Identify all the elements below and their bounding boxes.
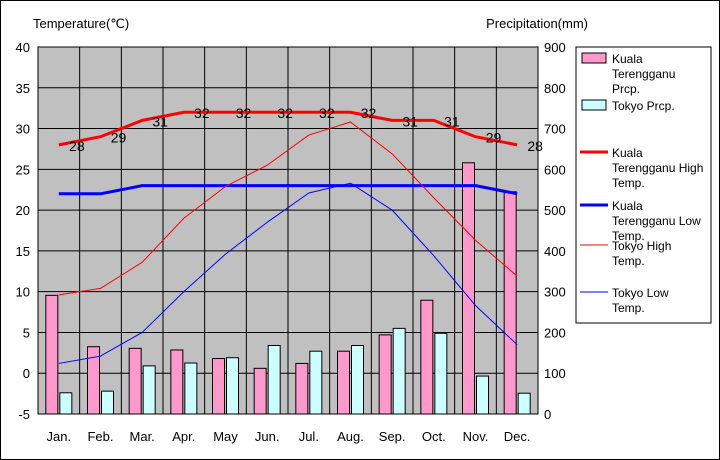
bar bbox=[101, 390, 114, 415]
bar bbox=[226, 357, 239, 415]
legend-label: Kuala bbox=[612, 146, 643, 160]
legend-swatch bbox=[581, 52, 607, 64]
legend-box bbox=[575, 46, 712, 324]
bar bbox=[462, 162, 475, 415]
legend-label: Tokyo Low bbox=[612, 286, 669, 300]
legend-label: Temp. bbox=[612, 176, 645, 190]
bar bbox=[476, 375, 489, 415]
data-label: 31 bbox=[152, 113, 168, 129]
category-label: Sep. bbox=[379, 429, 406, 444]
legend-label: Terengganu bbox=[612, 67, 675, 81]
data-label: 28 bbox=[527, 138, 543, 154]
left-tick-label: 35 bbox=[16, 81, 30, 96]
bar bbox=[184, 362, 198, 415]
data-label: 29 bbox=[111, 130, 127, 146]
left-tick-label: 0 bbox=[23, 366, 30, 381]
data-label: 28 bbox=[69, 138, 85, 154]
legend-swatch bbox=[581, 99, 607, 111]
legend-label: Temp. bbox=[612, 229, 645, 243]
category-label: Apr. bbox=[172, 429, 195, 444]
bar bbox=[351, 344, 364, 415]
bar bbox=[378, 334, 392, 415]
category-label: Feb. bbox=[87, 429, 113, 444]
category-label: Mar. bbox=[130, 429, 155, 444]
legend-label: Prcp. bbox=[612, 82, 640, 96]
bar bbox=[309, 350, 323, 415]
right-tick-label: 900 bbox=[544, 40, 566, 55]
category-label: Nov. bbox=[463, 429, 489, 444]
left-tick-label: -5 bbox=[18, 407, 30, 422]
category-label: Jan. bbox=[47, 429, 72, 444]
bar bbox=[434, 332, 448, 415]
left-tick-label: 5 bbox=[23, 325, 30, 340]
bar bbox=[253, 367, 267, 415]
data-label: 32 bbox=[194, 105, 210, 121]
right-tick-label: 200 bbox=[544, 325, 566, 340]
bar bbox=[420, 299, 434, 415]
bar bbox=[295, 362, 309, 415]
series-line bbox=[58, 110, 518, 147]
left-axis-title: Temperature(℃) bbox=[33, 16, 129, 31]
bar bbox=[392, 327, 406, 415]
category-label: Jun. bbox=[255, 429, 280, 444]
legend-label: Terengganu Low bbox=[612, 214, 701, 228]
left-tick-label: 20 bbox=[16, 203, 30, 218]
legend-label: Tokyo High bbox=[612, 239, 671, 253]
data-label: 31 bbox=[444, 113, 460, 129]
bar bbox=[142, 365, 156, 415]
category-label: Oct. bbox=[422, 429, 446, 444]
series-line bbox=[58, 121, 518, 296]
right-tick-label: 500 bbox=[544, 203, 566, 218]
bar bbox=[128, 347, 142, 415]
data-label: 31 bbox=[402, 113, 418, 129]
legend-label: Temp. bbox=[612, 254, 645, 268]
data-label: 29 bbox=[486, 130, 502, 146]
legend-label: Terengganu High bbox=[612, 161, 703, 175]
right-tick-label: 100 bbox=[544, 366, 566, 381]
bar bbox=[45, 294, 59, 415]
legend-label: Temp. bbox=[612, 301, 645, 315]
bar bbox=[212, 358, 225, 415]
left-tick-label: 40 bbox=[16, 40, 30, 55]
right-tick-label: 300 bbox=[544, 285, 566, 300]
data-label: 32 bbox=[236, 105, 252, 121]
right-tick-label: 600 bbox=[544, 162, 566, 177]
left-tick-label: 25 bbox=[16, 162, 30, 177]
bar bbox=[267, 344, 281, 415]
legend-label: Tokyo Prcp. bbox=[612, 99, 675, 113]
plot-border bbox=[37, 46, 539, 415]
category-label: Aug. bbox=[337, 429, 364, 444]
legend-label: Kuala bbox=[612, 52, 643, 66]
data-label: 32 bbox=[277, 105, 293, 121]
series-line bbox=[58, 184, 518, 196]
left-tick-label: 10 bbox=[16, 285, 30, 300]
right-tick-label: 700 bbox=[544, 122, 566, 137]
data-label: 32 bbox=[361, 105, 377, 121]
bar bbox=[517, 392, 531, 415]
category-label: May bbox=[213, 429, 238, 444]
category-label: Dec. bbox=[504, 429, 531, 444]
bar bbox=[503, 191, 517, 415]
series-line bbox=[58, 182, 518, 364]
right-tick-label: 800 bbox=[544, 81, 566, 96]
category-label: Jul. bbox=[299, 429, 319, 444]
bar bbox=[59, 392, 73, 415]
left-tick-label: 30 bbox=[16, 122, 30, 137]
right-tick-label: 0 bbox=[544, 407, 551, 422]
bar bbox=[170, 349, 184, 415]
bar bbox=[337, 350, 350, 415]
left-tick-label: 15 bbox=[16, 244, 30, 259]
data-label: 32 bbox=[319, 105, 335, 121]
right-axis-title: Precipitation(mm) bbox=[486, 16, 588, 31]
legend-label: Kuala bbox=[612, 199, 643, 213]
right-tick-label: 400 bbox=[544, 244, 566, 259]
